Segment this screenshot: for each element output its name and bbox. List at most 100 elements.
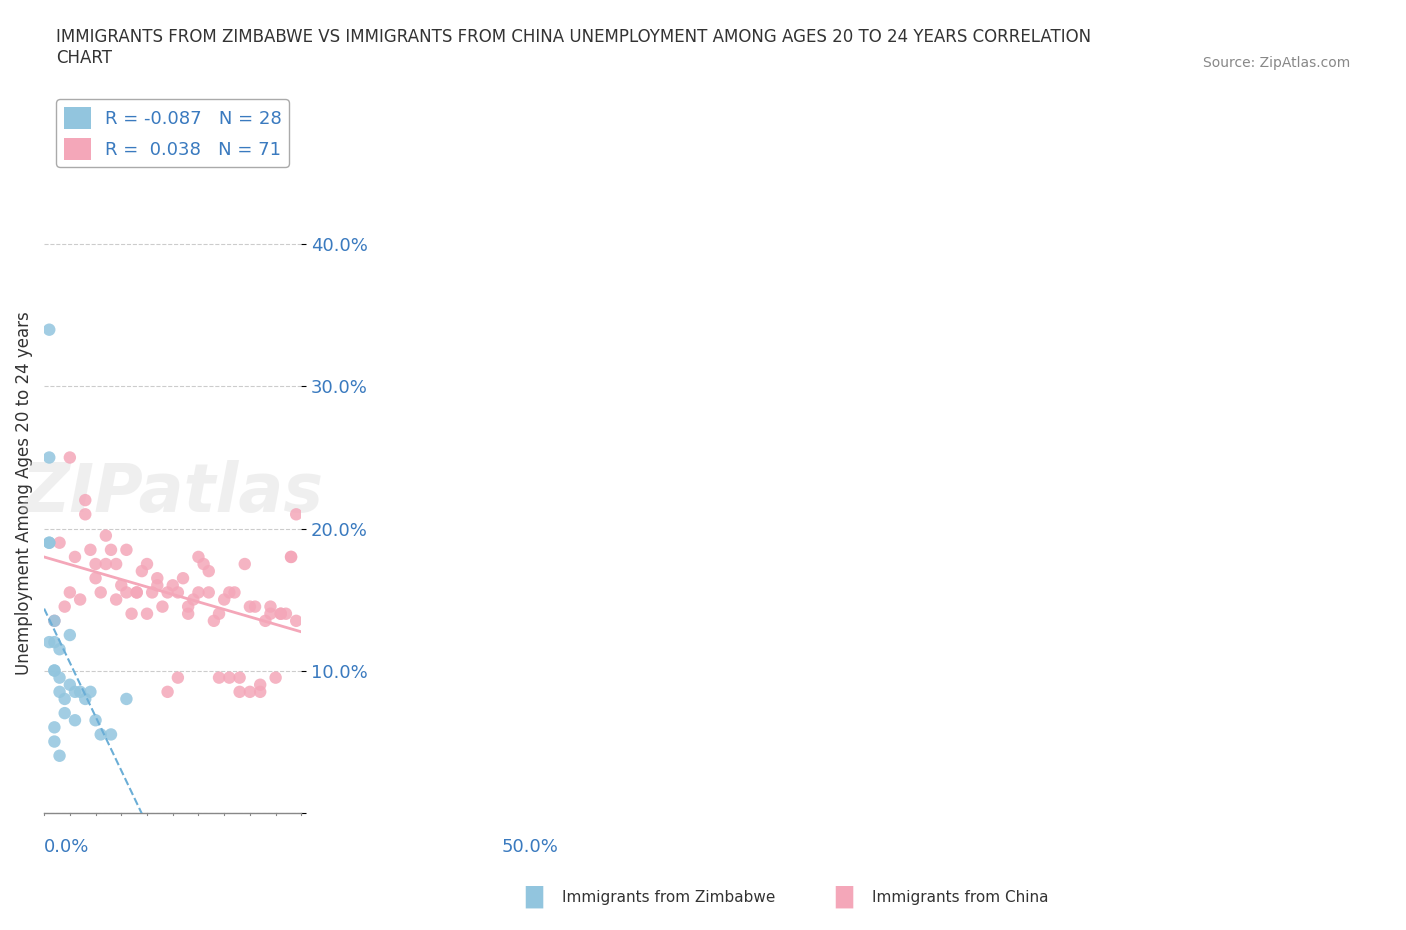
Point (75, 493, 97, 508)
Point (110, 578, 132, 592)
Point (44, 734, 66, 749)
Point (202, 614, 225, 629)
Point (48, 536, 70, 551)
Text: ZIPatlas: ZIPatlas (21, 460, 323, 526)
Point (38, 634, 60, 649)
Point (270, 606, 292, 621)
Point (264, 671, 287, 685)
Point (115, 585, 138, 600)
Point (167, 585, 190, 600)
Point (63, 684, 86, 699)
Point (69, 684, 91, 699)
Text: Source: ZipAtlas.com: Source: ZipAtlas.com (1202, 56, 1350, 70)
Point (259, 599, 281, 614)
Text: IMMIGRANTS FROM ZIMBABWE VS IMMIGRANTS FROM CHINA UNEMPLOYMENT AMONG AGES 20 TO : IMMIGRANTS FROM ZIMBABWE VS IMMIGRANTS F… (56, 28, 1091, 67)
Point (239, 684, 262, 699)
Point (212, 592, 235, 607)
Point (177, 599, 200, 614)
Point (249, 684, 271, 699)
Point (254, 614, 277, 629)
Point (259, 606, 281, 621)
Point (249, 677, 271, 692)
Point (156, 585, 179, 600)
Point (228, 684, 250, 699)
Point (162, 578, 184, 592)
Point (48, 671, 70, 685)
Point (121, 606, 143, 621)
Point (208, 606, 231, 621)
Point (156, 684, 179, 699)
Point (197, 564, 219, 578)
Point (125, 585, 148, 600)
Point (105, 592, 128, 607)
Point (59, 450, 82, 465)
Point (84, 712, 107, 727)
Point (197, 585, 219, 600)
Text: 50.0%: 50.0% (502, 838, 558, 857)
Point (100, 542, 122, 557)
Point (48, 642, 70, 657)
Point (208, 671, 231, 685)
Text: █: █ (526, 885, 543, 908)
Point (90, 727, 112, 742)
Point (285, 507, 308, 522)
Point (38, 536, 60, 551)
Point (69, 592, 91, 607)
Point (94, 528, 117, 543)
Point (193, 556, 215, 571)
Y-axis label: Unemployment Among Ages 20 to 24 years: Unemployment Among Ages 20 to 24 years (15, 312, 32, 675)
Point (105, 556, 128, 571)
Point (233, 556, 256, 571)
Point (44, 663, 66, 678)
Point (224, 585, 246, 600)
Point (243, 599, 266, 614)
Point (63, 712, 86, 727)
Point (270, 606, 292, 621)
Point (44, 634, 66, 649)
Point (44, 614, 66, 629)
Point (239, 599, 262, 614)
Point (181, 592, 204, 607)
Point (44, 614, 66, 629)
Point (53, 706, 76, 721)
Point (187, 585, 209, 600)
Point (285, 614, 308, 629)
Point (59, 677, 82, 692)
Point (136, 556, 159, 571)
Point (38, 536, 60, 551)
Legend: R = -0.087   N = 28, R =  0.038   N = 71: R = -0.087 N = 28, R = 0.038 N = 71 (56, 100, 290, 167)
Point (218, 585, 240, 600)
Point (146, 571, 169, 586)
Point (136, 606, 159, 621)
Point (172, 571, 194, 586)
Point (38, 450, 60, 465)
Point (146, 578, 169, 592)
Point (280, 550, 302, 565)
Point (44, 720, 66, 735)
Point (141, 585, 163, 600)
Point (75, 692, 97, 707)
Point (187, 550, 209, 565)
Point (131, 564, 153, 578)
Point (79, 542, 101, 557)
Point (152, 599, 174, 614)
Point (274, 606, 297, 621)
Point (48, 684, 70, 699)
Point (100, 727, 122, 742)
Point (59, 585, 82, 600)
Point (84, 571, 107, 586)
Point (84, 556, 107, 571)
Text: 0.0%: 0.0% (44, 838, 90, 857)
Point (79, 684, 101, 699)
Point (90, 585, 112, 600)
Text: █: █ (835, 885, 852, 908)
Point (53, 599, 76, 614)
Text: Immigrants from China: Immigrants from China (872, 890, 1049, 905)
Point (44, 663, 66, 678)
Point (125, 585, 148, 600)
Point (48, 749, 70, 764)
Point (75, 507, 97, 522)
Point (280, 550, 302, 565)
Point (53, 692, 76, 707)
Point (167, 671, 190, 685)
